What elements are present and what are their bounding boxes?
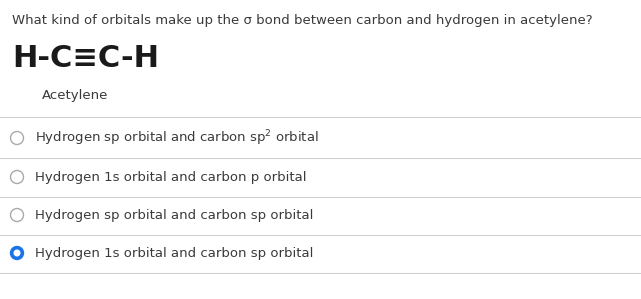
Text: Hydrogen sp orbital and carbon sp$^2$ orbital: Hydrogen sp orbital and carbon sp$^2$ or…	[35, 128, 319, 148]
Text: H-C≡C-H: H-C≡C-H	[12, 44, 159, 73]
Text: What kind of orbitals make up the σ bond between carbon and hydrogen in acetylen: What kind of orbitals make up the σ bond…	[12, 14, 593, 27]
Text: Hydrogen 1s orbital and carbon p orbital: Hydrogen 1s orbital and carbon p orbital	[35, 170, 306, 184]
Text: Acetylene: Acetylene	[42, 89, 108, 102]
Circle shape	[14, 250, 20, 256]
Text: Hydrogen sp orbital and carbon sp orbital: Hydrogen sp orbital and carbon sp orbita…	[35, 208, 313, 222]
Text: Hydrogen 1s orbital and carbon sp orbital: Hydrogen 1s orbital and carbon sp orbita…	[35, 246, 313, 260]
Circle shape	[10, 246, 24, 260]
